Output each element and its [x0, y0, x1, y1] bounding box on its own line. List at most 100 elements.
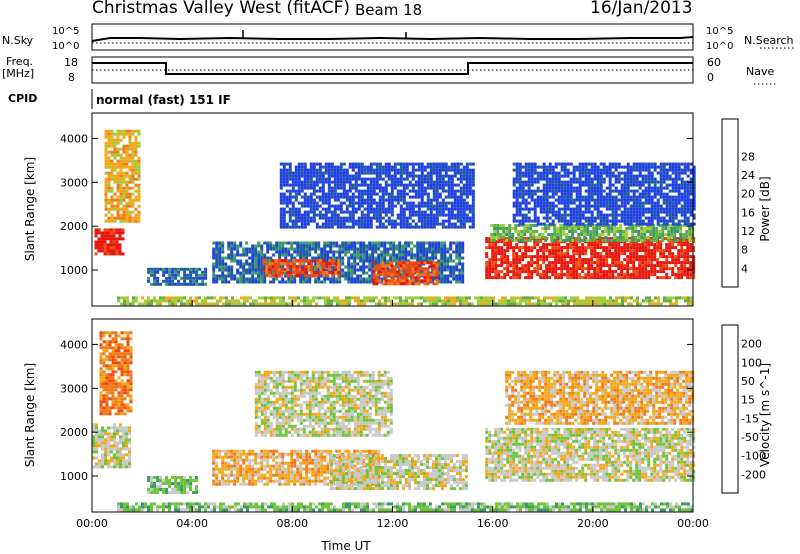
data-cell — [653, 252, 657, 256]
data-cell — [536, 171, 540, 175]
data-cell — [180, 282, 184, 286]
data-cell — [97, 228, 101, 232]
data-cell — [137, 171, 141, 175]
data-cell — [347, 247, 351, 251]
data-cell — [471, 168, 475, 172]
data-cell — [674, 264, 678, 268]
data-cell — [116, 204, 120, 208]
data-cell — [306, 222, 310, 226]
data-cell — [692, 258, 696, 262]
data-cell — [468, 183, 472, 187]
data-cell — [212, 268, 216, 272]
data-cell — [465, 171, 469, 175]
data-cell — [668, 201, 672, 205]
data-cell — [515, 264, 519, 268]
data-cell — [321, 180, 325, 184]
data-cell — [393, 186, 397, 190]
data-cell — [656, 264, 660, 268]
data-cell — [363, 192, 367, 196]
data-cell — [107, 129, 111, 133]
data-cell — [533, 255, 537, 259]
data-cell — [429, 279, 433, 283]
data-cell — [599, 177, 603, 181]
data-cell — [351, 219, 355, 223]
data-cell — [539, 258, 543, 262]
data-cell — [119, 216, 123, 220]
data-cell — [536, 252, 540, 256]
data-cell — [462, 198, 466, 202]
data-cell — [623, 252, 627, 256]
data-cell — [468, 225, 472, 229]
data-cell — [596, 168, 600, 172]
data-cell — [131, 201, 135, 205]
data-cell — [363, 216, 367, 220]
data-cell — [683, 249, 687, 253]
data-cell — [189, 276, 193, 280]
data-cell — [107, 171, 111, 175]
data-cell — [456, 219, 460, 223]
data-cell — [680, 243, 684, 247]
data-cell — [300, 174, 304, 178]
data-cell — [632, 183, 636, 187]
data-cell — [396, 198, 400, 202]
data-cell — [429, 183, 433, 187]
data-cell — [390, 201, 394, 205]
data-cell — [387, 201, 391, 205]
data-cell — [524, 189, 528, 193]
data-cell — [435, 171, 439, 175]
data-cell — [272, 253, 276, 257]
data-cell — [128, 216, 132, 220]
data-cell — [617, 180, 621, 184]
data-cell — [357, 201, 361, 205]
data-cell — [281, 247, 285, 251]
data-cell — [620, 198, 624, 202]
data-cell — [471, 222, 475, 226]
data-cell — [411, 171, 415, 175]
data-cell — [656, 276, 660, 280]
data-cell — [650, 237, 654, 241]
data-cell — [440, 262, 444, 266]
data-cell — [116, 174, 120, 178]
data-cell — [326, 256, 330, 260]
data-cell — [260, 274, 264, 278]
data-cell — [330, 216, 334, 220]
data-cell — [107, 207, 111, 211]
data-cell — [665, 264, 669, 268]
data-cell — [285, 180, 289, 184]
data-cell — [320, 274, 324, 278]
data-cell — [508, 224, 512, 227]
data-cell — [274, 271, 278, 275]
data-cell — [665, 177, 669, 181]
data-cell — [183, 273, 187, 277]
data-cell — [578, 252, 582, 256]
data-cell — [387, 177, 391, 181]
data-cell — [399, 213, 403, 217]
data-cell — [441, 189, 445, 193]
data-cell — [104, 198, 108, 202]
data-cell — [375, 267, 379, 271]
data-cell — [425, 247, 429, 251]
data-cell — [321, 177, 325, 181]
data-cell — [599, 246, 603, 250]
data-cell — [303, 192, 307, 196]
data-cell — [109, 243, 113, 247]
data-cell — [689, 201, 693, 205]
data-cell — [204, 273, 208, 277]
data-cell — [381, 204, 385, 208]
data-cell — [641, 267, 645, 271]
data-cell — [345, 168, 349, 172]
data-cell — [611, 219, 615, 223]
data-cell — [221, 268, 225, 272]
data-cell — [646, 230, 650, 233]
data-cell — [533, 177, 537, 181]
data-cell — [626, 243, 630, 247]
data-cell — [348, 165, 352, 169]
data-cell — [431, 259, 435, 263]
data-cell — [107, 150, 111, 154]
data-cell — [318, 165, 322, 169]
data-cell — [315, 177, 319, 181]
data-cell — [441, 219, 445, 223]
data-cell — [257, 262, 261, 266]
freq-strip: Freq. [MHz] 18 8 60 0 Nave — [2, 55, 776, 85]
data-cell — [378, 201, 382, 205]
